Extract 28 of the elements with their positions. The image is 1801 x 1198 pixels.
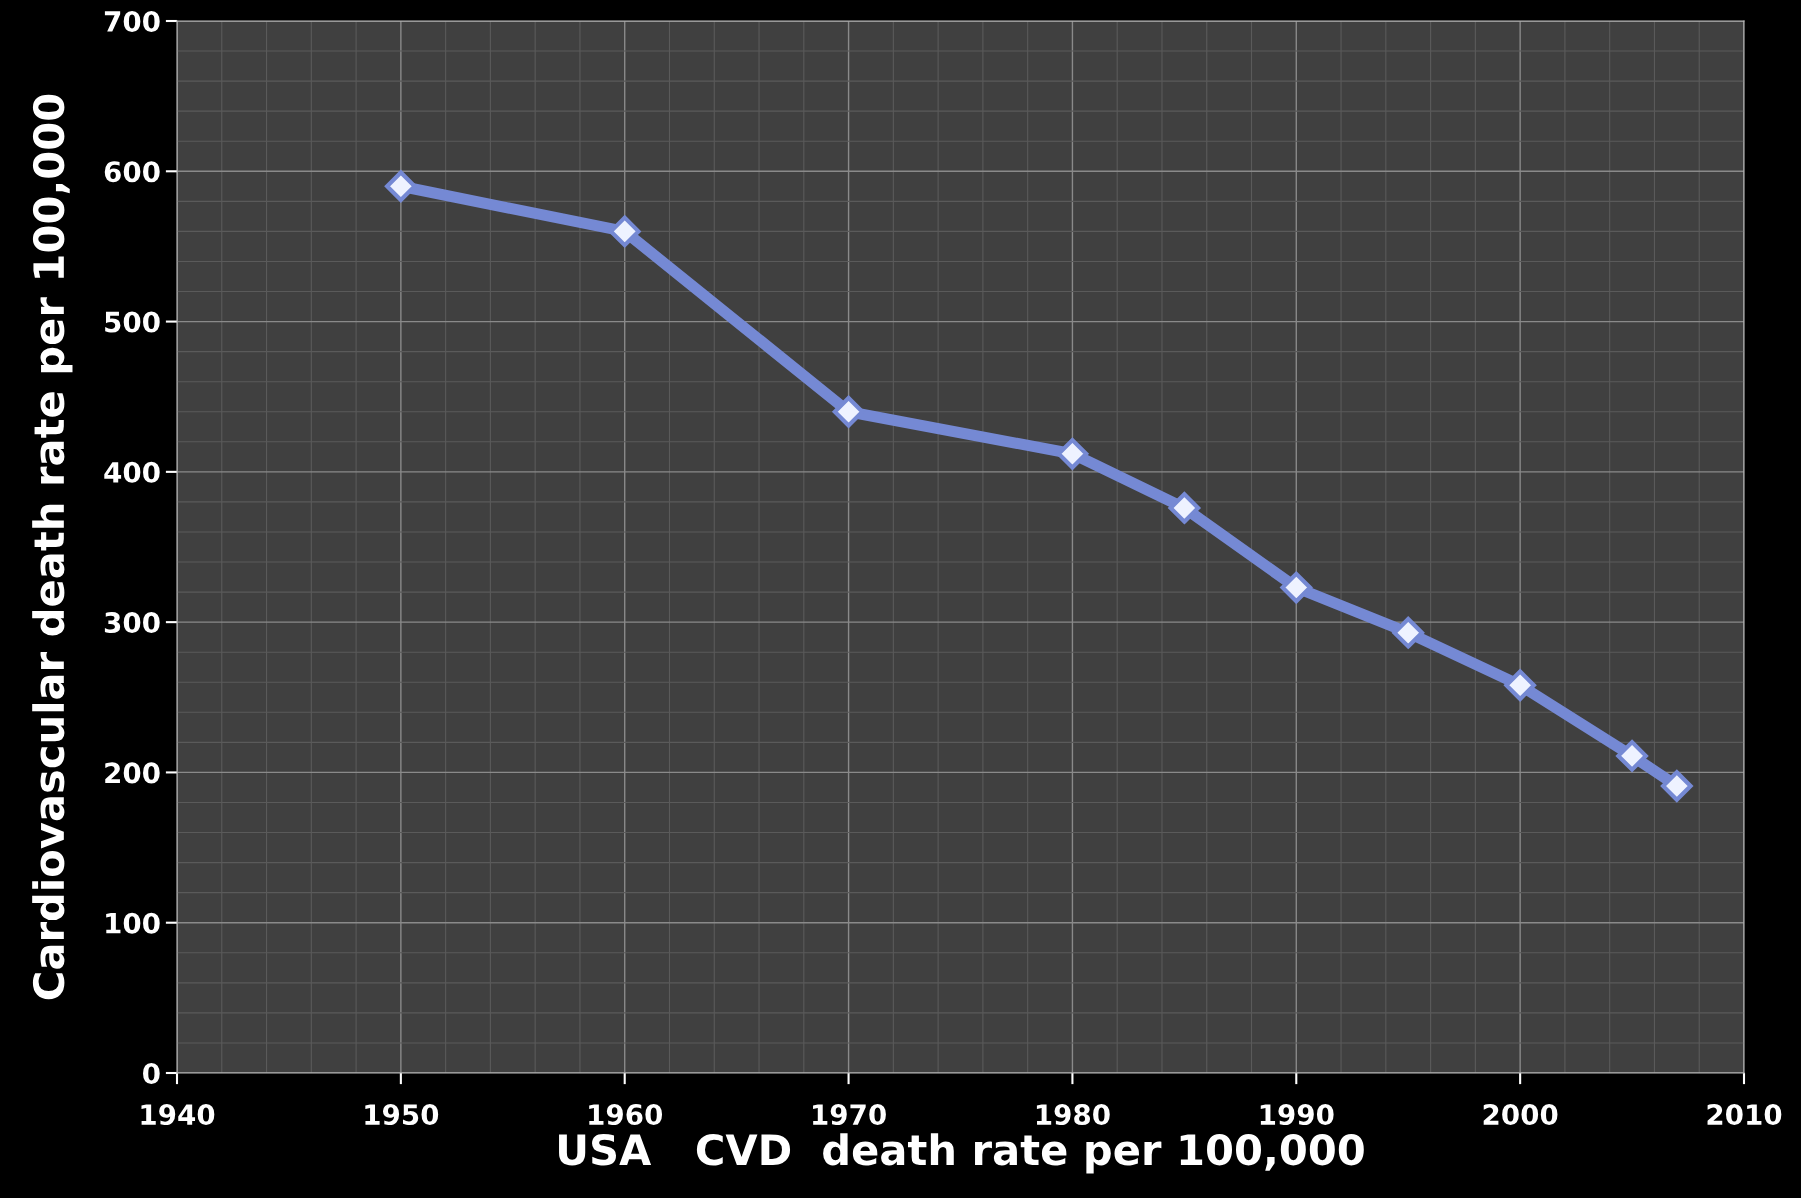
- point: [608, 215, 641, 248]
- x-tick-label: 2010: [1707, 1104, 1782, 1126]
- y-tick-label: 200: [105, 762, 160, 784]
- x-tick-label: 1960: [589, 1104, 663, 1126]
- point: [1504, 669, 1536, 702]
- y-tick-label: 300: [104, 612, 160, 634]
- point: [1661, 770, 1693, 802]
- point: [1392, 616, 1425, 649]
- x-tick-label: 1970: [813, 1104, 886, 1126]
- point: [832, 395, 865, 428]
- x-tick-label: 2000: [1483, 1104, 1558, 1126]
- point: [1168, 492, 1201, 524]
- x-tick-label: 1980: [1036, 1104, 1110, 1126]
- point: [1616, 740, 1648, 772]
- y-tick-label: 700: [104, 10, 160, 32]
- x-tick-label: 1950: [365, 1104, 439, 1126]
- point: [385, 170, 417, 203]
- point: [1280, 571, 1313, 604]
- x-tick-label: 1940: [141, 1104, 215, 1126]
- x-tick-label: 1990: [1260, 1104, 1334, 1126]
- y-tick-label: 400: [104, 461, 160, 483]
- y-axis-title: Cardiovascular death rate per 100,000: [32, 94, 73, 1000]
- point: [1056, 437, 1089, 470]
- x-axis-title: USA CVD death rate per 100,000: [559, 1133, 1364, 1174]
- y-tick-label: 500: [105, 311, 160, 333]
- y-tick-label: 100: [106, 912, 160, 934]
- y-tick-label: 600: [104, 161, 160, 183]
- y-tick-label: 0: [143, 1062, 160, 1084]
